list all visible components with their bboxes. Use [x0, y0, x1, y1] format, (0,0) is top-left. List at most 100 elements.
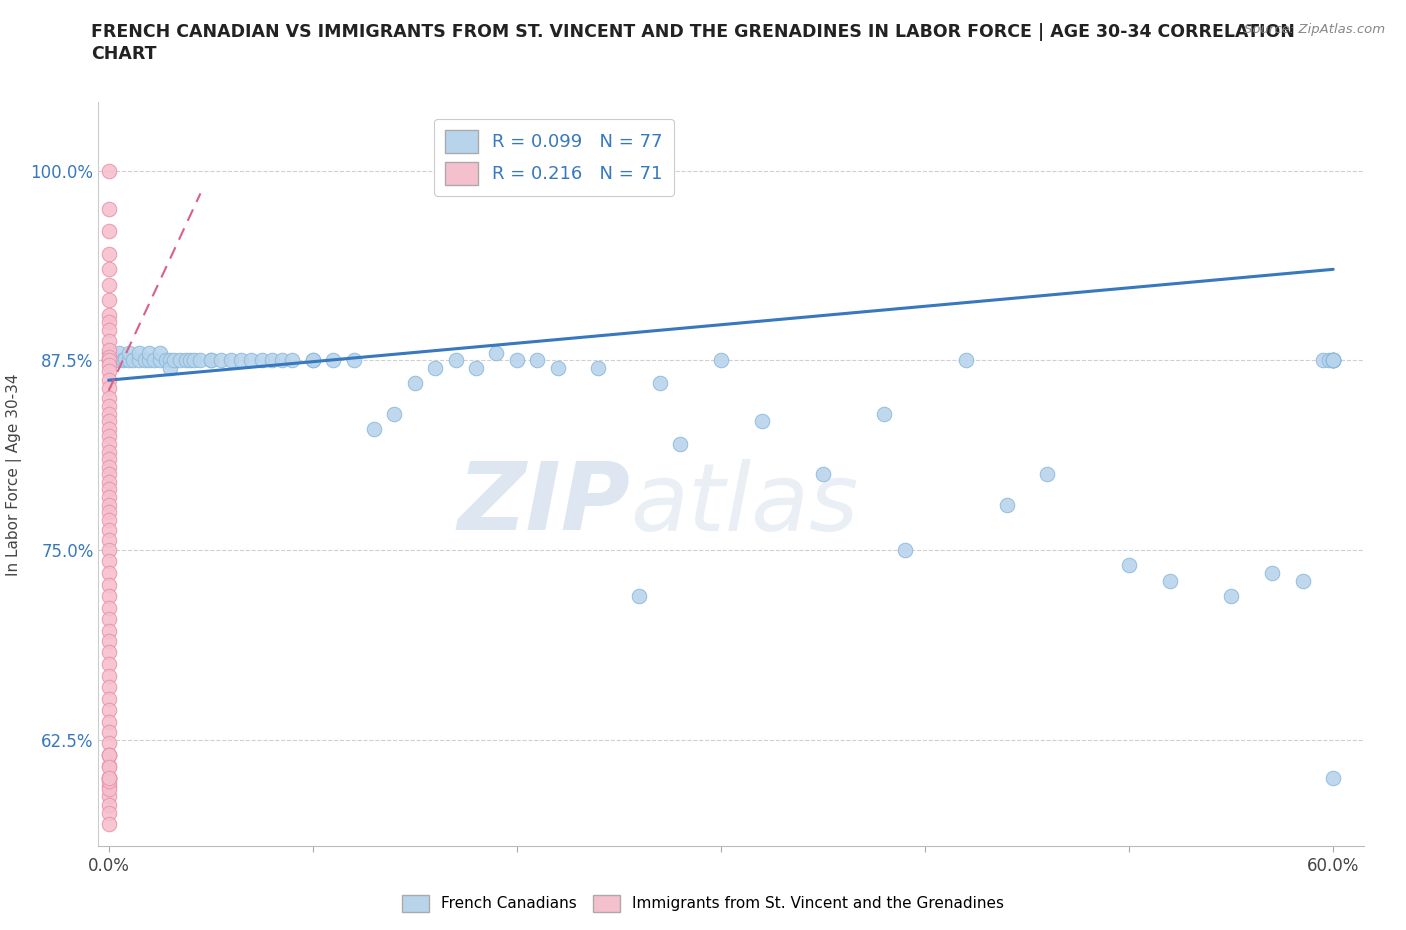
Point [97, 778, 120, 793]
Point [97, 523, 120, 538]
Point [97, 623, 120, 638]
Point [1261, 565, 1284, 580]
Point [322, 353, 344, 368]
Point [97, 353, 120, 368]
Point [97, 543, 120, 558]
Point [588, 361, 610, 376]
Point [97, 333, 120, 348]
Point [425, 361, 447, 376]
Point [648, 376, 671, 391]
Point [97, 459, 120, 474]
Point [526, 353, 548, 368]
Point [97, 644, 120, 659]
Point [118, 353, 141, 368]
Point [811, 467, 834, 482]
Point [128, 345, 150, 360]
Point [363, 421, 385, 436]
Point [1159, 573, 1181, 588]
Point [97, 781, 120, 796]
Point [169, 353, 191, 368]
Point [190, 353, 212, 368]
Text: FRENCH CANADIAN VS IMMIGRANTS FROM ST. VINCENT AND THE GRENADINES IN LABOR FORCE: FRENCH CANADIAN VS IMMIGRANTS FROM ST. V… [91, 23, 1295, 41]
Point [159, 361, 181, 376]
Point [873, 406, 896, 421]
Point [1322, 353, 1344, 368]
Point [111, 353, 134, 368]
Text: ZIP: ZIP [457, 458, 630, 550]
Point [155, 353, 177, 368]
Point [97, 611, 120, 626]
Point [281, 353, 304, 368]
Point [97, 680, 120, 695]
Point [97, 702, 120, 717]
Legend: R = 0.099   N = 77, R = 0.216   N = 71: R = 0.099 N = 77, R = 0.216 N = 71 [434, 119, 673, 196]
Point [1220, 589, 1243, 604]
Point [97, 323, 120, 338]
Point [97, 748, 120, 763]
Point [97, 445, 120, 459]
Point [404, 376, 426, 391]
Point [97, 512, 120, 527]
Point [183, 353, 205, 368]
Point [97, 758, 120, 773]
Point [240, 353, 263, 368]
Point [893, 543, 915, 558]
Point [628, 589, 651, 604]
Point [163, 353, 186, 368]
Point [138, 345, 160, 360]
Point [97, 589, 120, 604]
Text: Source: ZipAtlas.com: Source: ZipAtlas.com [1244, 23, 1385, 36]
Point [97, 669, 120, 684]
Point [465, 361, 488, 376]
Point [97, 201, 120, 216]
Point [1322, 771, 1344, 786]
Point [219, 353, 242, 368]
Point [108, 345, 131, 360]
Point [114, 352, 136, 366]
Point [97, 436, 120, 451]
Text: CHART: CHART [91, 45, 157, 62]
Point [97, 357, 120, 372]
Point [128, 353, 150, 368]
Point [122, 353, 145, 368]
Point [97, 292, 120, 307]
Point [149, 345, 172, 360]
Point [710, 353, 733, 368]
Point [231, 353, 253, 368]
Point [271, 353, 294, 368]
Point [97, 817, 120, 831]
Point [751, 414, 773, 429]
Point [97, 736, 120, 751]
Point [200, 353, 222, 368]
Point [301, 353, 323, 368]
Point [955, 353, 977, 368]
Point [97, 353, 120, 368]
Legend: French Canadians, Immigrants from St. Vincent and the Grenadines: French Canadians, Immigrants from St. Vi… [395, 889, 1011, 918]
Point [1118, 558, 1140, 573]
Point [97, 601, 120, 616]
Point [97, 505, 120, 520]
Point [134, 353, 156, 368]
Point [97, 771, 120, 786]
Point [97, 774, 120, 789]
Point [1036, 467, 1059, 482]
Point [97, 657, 120, 671]
Point [97, 634, 120, 649]
Point [97, 748, 120, 763]
Point [97, 798, 120, 813]
Point [200, 353, 222, 368]
Point [1317, 353, 1340, 368]
Point [97, 489, 120, 504]
Point [97, 532, 120, 547]
Point [97, 498, 120, 512]
Y-axis label: In Labor Force | Age 30-34: In Labor Force | Age 30-34 [6, 373, 22, 576]
Point [97, 429, 120, 444]
Point [1322, 353, 1344, 368]
Point [97, 565, 120, 580]
Point [97, 771, 120, 786]
Point [97, 578, 120, 592]
Point [97, 414, 120, 429]
Point [97, 467, 120, 482]
Point [118, 345, 141, 360]
Point [108, 353, 131, 368]
